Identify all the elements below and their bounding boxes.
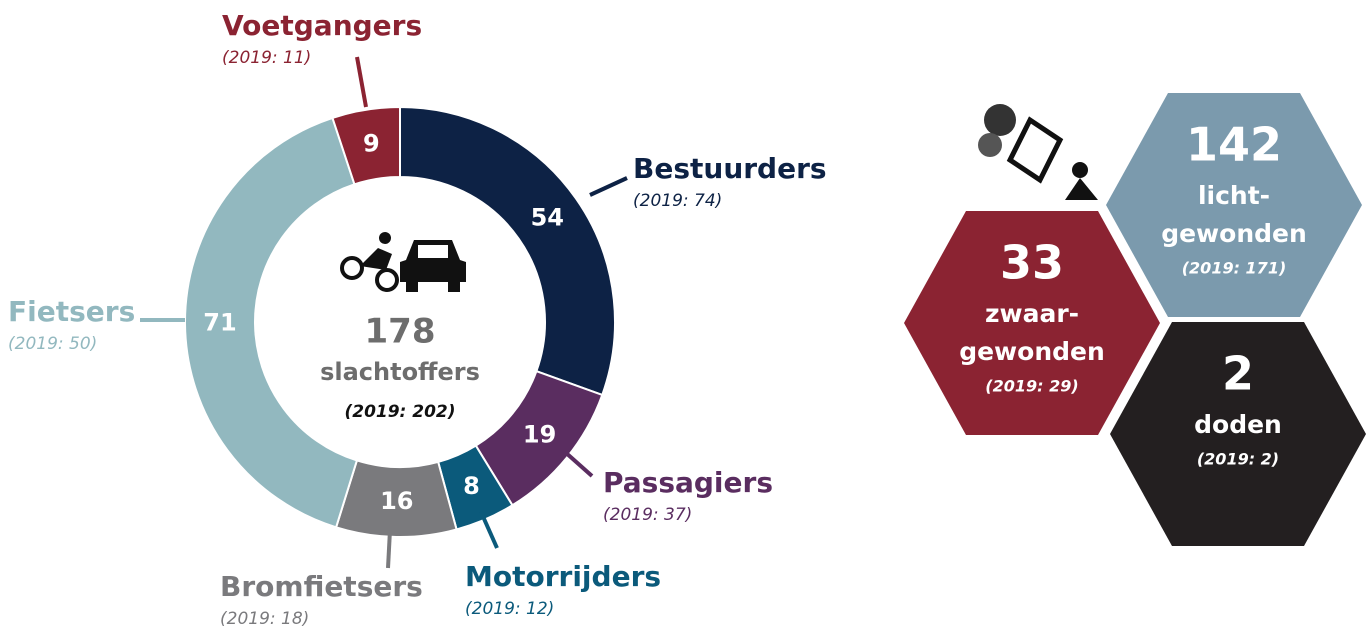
- injury-value: 142: [1186, 118, 1282, 172]
- category-label: Bestuurders: [633, 152, 827, 185]
- injury-prior: (2019: 171): [1182, 259, 1287, 278]
- crash-icon: [978, 104, 1098, 200]
- category-label: Bromfietsers: [220, 570, 423, 603]
- injury-label: zwaar-: [985, 299, 1079, 328]
- chart: 54 Bestuurders (2019: 74) 19 Passagiers (2019…: [0, 0, 1368, 631]
- center-total: 178: [365, 312, 436, 352]
- injury-prior: (2019: 2): [1197, 450, 1279, 469]
- value-label: 19: [523, 421, 556, 449]
- injury-value: 2: [1222, 347, 1254, 401]
- prior-label: (2019: 11): [222, 48, 311, 68]
- category-label: Motorrijders: [465, 560, 661, 593]
- center-prior: (2019: 202): [344, 402, 455, 422]
- category-label: Passagiers: [603, 466, 773, 499]
- injury-label: gewonden: [1161, 219, 1307, 248]
- prior-label: (2019: 50): [8, 334, 97, 354]
- injury-label: licht-: [1198, 181, 1270, 210]
- leader-line: [357, 57, 366, 107]
- category-label: Fietsers: [8, 295, 135, 328]
- value-label: 54: [531, 204, 564, 232]
- value-label: 71: [203, 309, 236, 337]
- injury-value: 33: [1000, 236, 1064, 290]
- category-label: Voetgangers: [222, 9, 422, 42]
- leader-line: [590, 178, 627, 195]
- prior-label: (2019: 12): [465, 599, 554, 619]
- prior-label: (2019: 18): [220, 609, 309, 629]
- value-label: 16: [380, 487, 413, 515]
- prior-label: (2019: 37): [603, 505, 692, 525]
- injury-label: doden: [1194, 410, 1282, 439]
- page: 54 Bestuurders (2019: 74) 19 Passagiers (2019…: [0, 0, 1368, 631]
- leader-line: [565, 452, 592, 476]
- prior-label: (2019: 74): [633, 191, 722, 211]
- injury-label: gewonden: [959, 337, 1105, 366]
- value-label: 8: [463, 472, 480, 500]
- center-icon: [342, 232, 466, 292]
- value-label: 9: [363, 129, 380, 157]
- leader-line: [388, 530, 390, 568]
- injury-prior: (2019: 29): [985, 377, 1078, 396]
- center-label: slachtoffers: [320, 358, 480, 386]
